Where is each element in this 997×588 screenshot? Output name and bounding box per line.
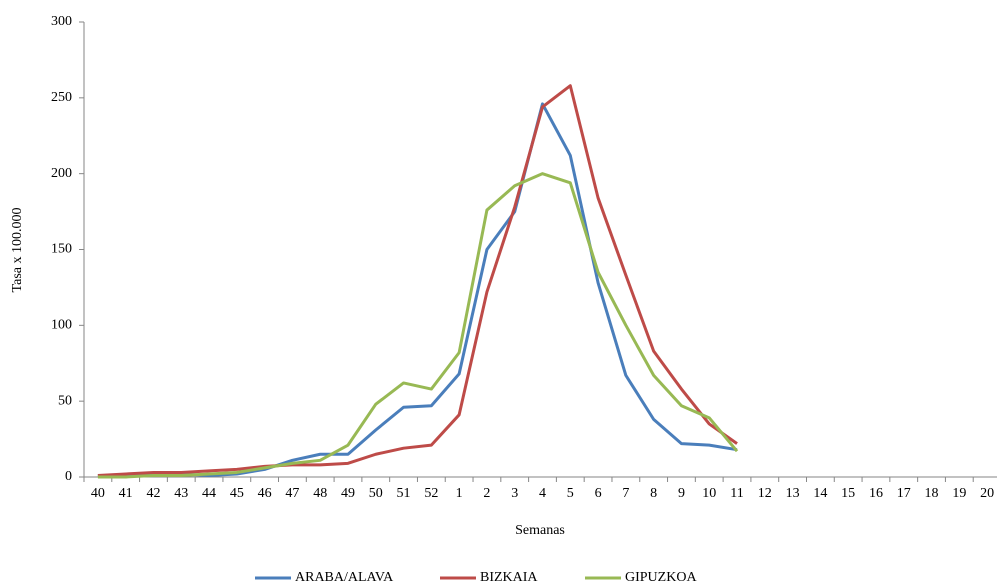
x-tick-label: 50 (369, 486, 383, 501)
x-tick-label: 12 (758, 486, 772, 501)
x-tick-label: 45 (230, 486, 244, 501)
x-tick-label: 19 (952, 486, 966, 501)
x-tick-label: 16 (869, 486, 883, 501)
x-tick-label: 41 (119, 486, 133, 501)
y-tick-label: 0 (65, 469, 72, 484)
y-tick-label: 100 (51, 318, 72, 333)
x-tick-label: 49 (341, 486, 355, 501)
x-tick-label: 17 (897, 486, 911, 501)
x-tick-label: 11 (730, 486, 743, 501)
x-tick-label: 40 (91, 486, 105, 501)
x-tick-label: 52 (424, 486, 438, 501)
x-tick-label: 5 (567, 486, 574, 501)
y-axis-label: Tasa x 100.000 (10, 208, 25, 293)
x-axis-label: Semanas (515, 523, 565, 538)
y-tick-label: 50 (58, 393, 72, 408)
x-tick-label: 42 (146, 486, 160, 501)
x-tick-label: 8 (650, 486, 657, 501)
x-tick-label: 10 (702, 486, 716, 501)
x-tick-label: 51 (397, 486, 411, 501)
x-tick-label: 47 (285, 486, 299, 501)
x-tick-label: 43 (174, 486, 188, 501)
x-tick-label: 18 (925, 486, 939, 501)
x-tick-label: 3 (511, 486, 518, 501)
series-line (97, 102, 738, 477)
y-tick-label: 250 (51, 90, 72, 105)
x-tick-label: 15 (841, 486, 855, 501)
x-tick-label: 4 (539, 486, 546, 501)
series-line (97, 172, 739, 479)
legend-label: BIZKAIA (480, 570, 538, 585)
x-tick-label: 2 (483, 486, 490, 501)
y-tick-label: 200 (51, 166, 72, 181)
y-tick-label: 150 (51, 242, 72, 257)
y-tick-label: 300 (51, 14, 72, 29)
legend-label: GIPUZKOA (625, 570, 697, 585)
x-tick-label: 13 (786, 486, 800, 501)
x-tick-label: 7 (622, 486, 629, 501)
x-tick-label: 1 (456, 486, 463, 501)
x-tick-label: 9 (678, 486, 685, 501)
x-tick-label: 44 (202, 486, 216, 501)
x-tick-label: 48 (313, 486, 327, 501)
x-tick-label: 14 (813, 486, 827, 501)
x-tick-label: 6 (595, 486, 602, 501)
x-tick-label: 46 (258, 486, 272, 501)
x-tick-label: 20 (980, 486, 994, 501)
series-line (97, 84, 738, 477)
legend-label: ARABA/ALAVA (295, 570, 394, 585)
